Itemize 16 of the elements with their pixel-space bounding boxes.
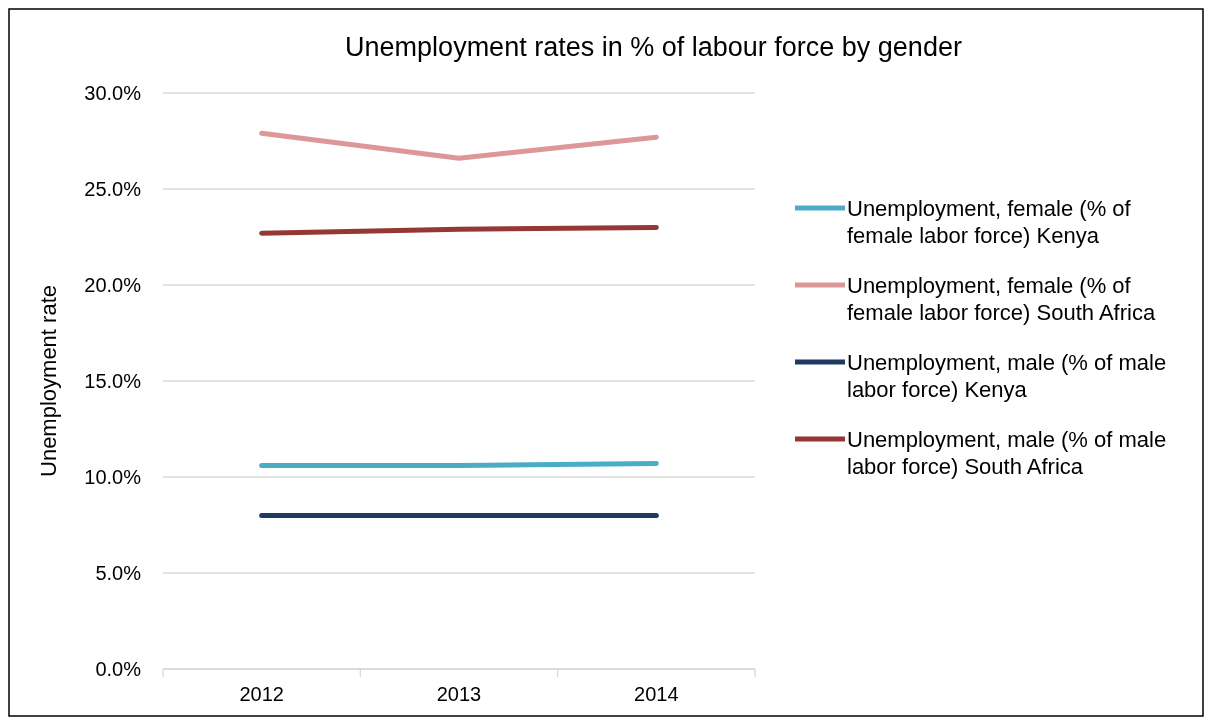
- y-tick-label: 0.0%: [95, 658, 142, 680]
- legend-label: Unemployment, male (% of male labor force) South Africa: [847, 427, 1167, 479]
- legend-label: Unemployment, male (% of male labor force) Kenya: [847, 350, 1167, 402]
- chart-title: Unemployment rates in % of labour force by gender: [345, 32, 962, 62]
- y-tick-label: 20.0%: [84, 274, 142, 296]
- legend-label: Unemployment, female (% of female labor force) South Africa: [847, 273, 1156, 325]
- y-tick-label: 10.0%: [84, 466, 142, 488]
- legend-label: Unemployment, female (% of female labor force) Kenya: [847, 196, 1132, 248]
- y-tick-label: 15.0%: [84, 370, 142, 392]
- x-tick-label: 2012: [239, 683, 284, 705]
- x-tick-label: 2013: [436, 683, 482, 705]
- y-tick-label: 5.0%: [95, 562, 142, 584]
- x-tick-label: 2014: [634, 683, 679, 705]
- y-tick-label: 25.0%: [84, 178, 142, 200]
- y-tick-label: 30.0%: [84, 82, 142, 104]
- y-axis-title: Unemployment rate: [36, 285, 61, 477]
